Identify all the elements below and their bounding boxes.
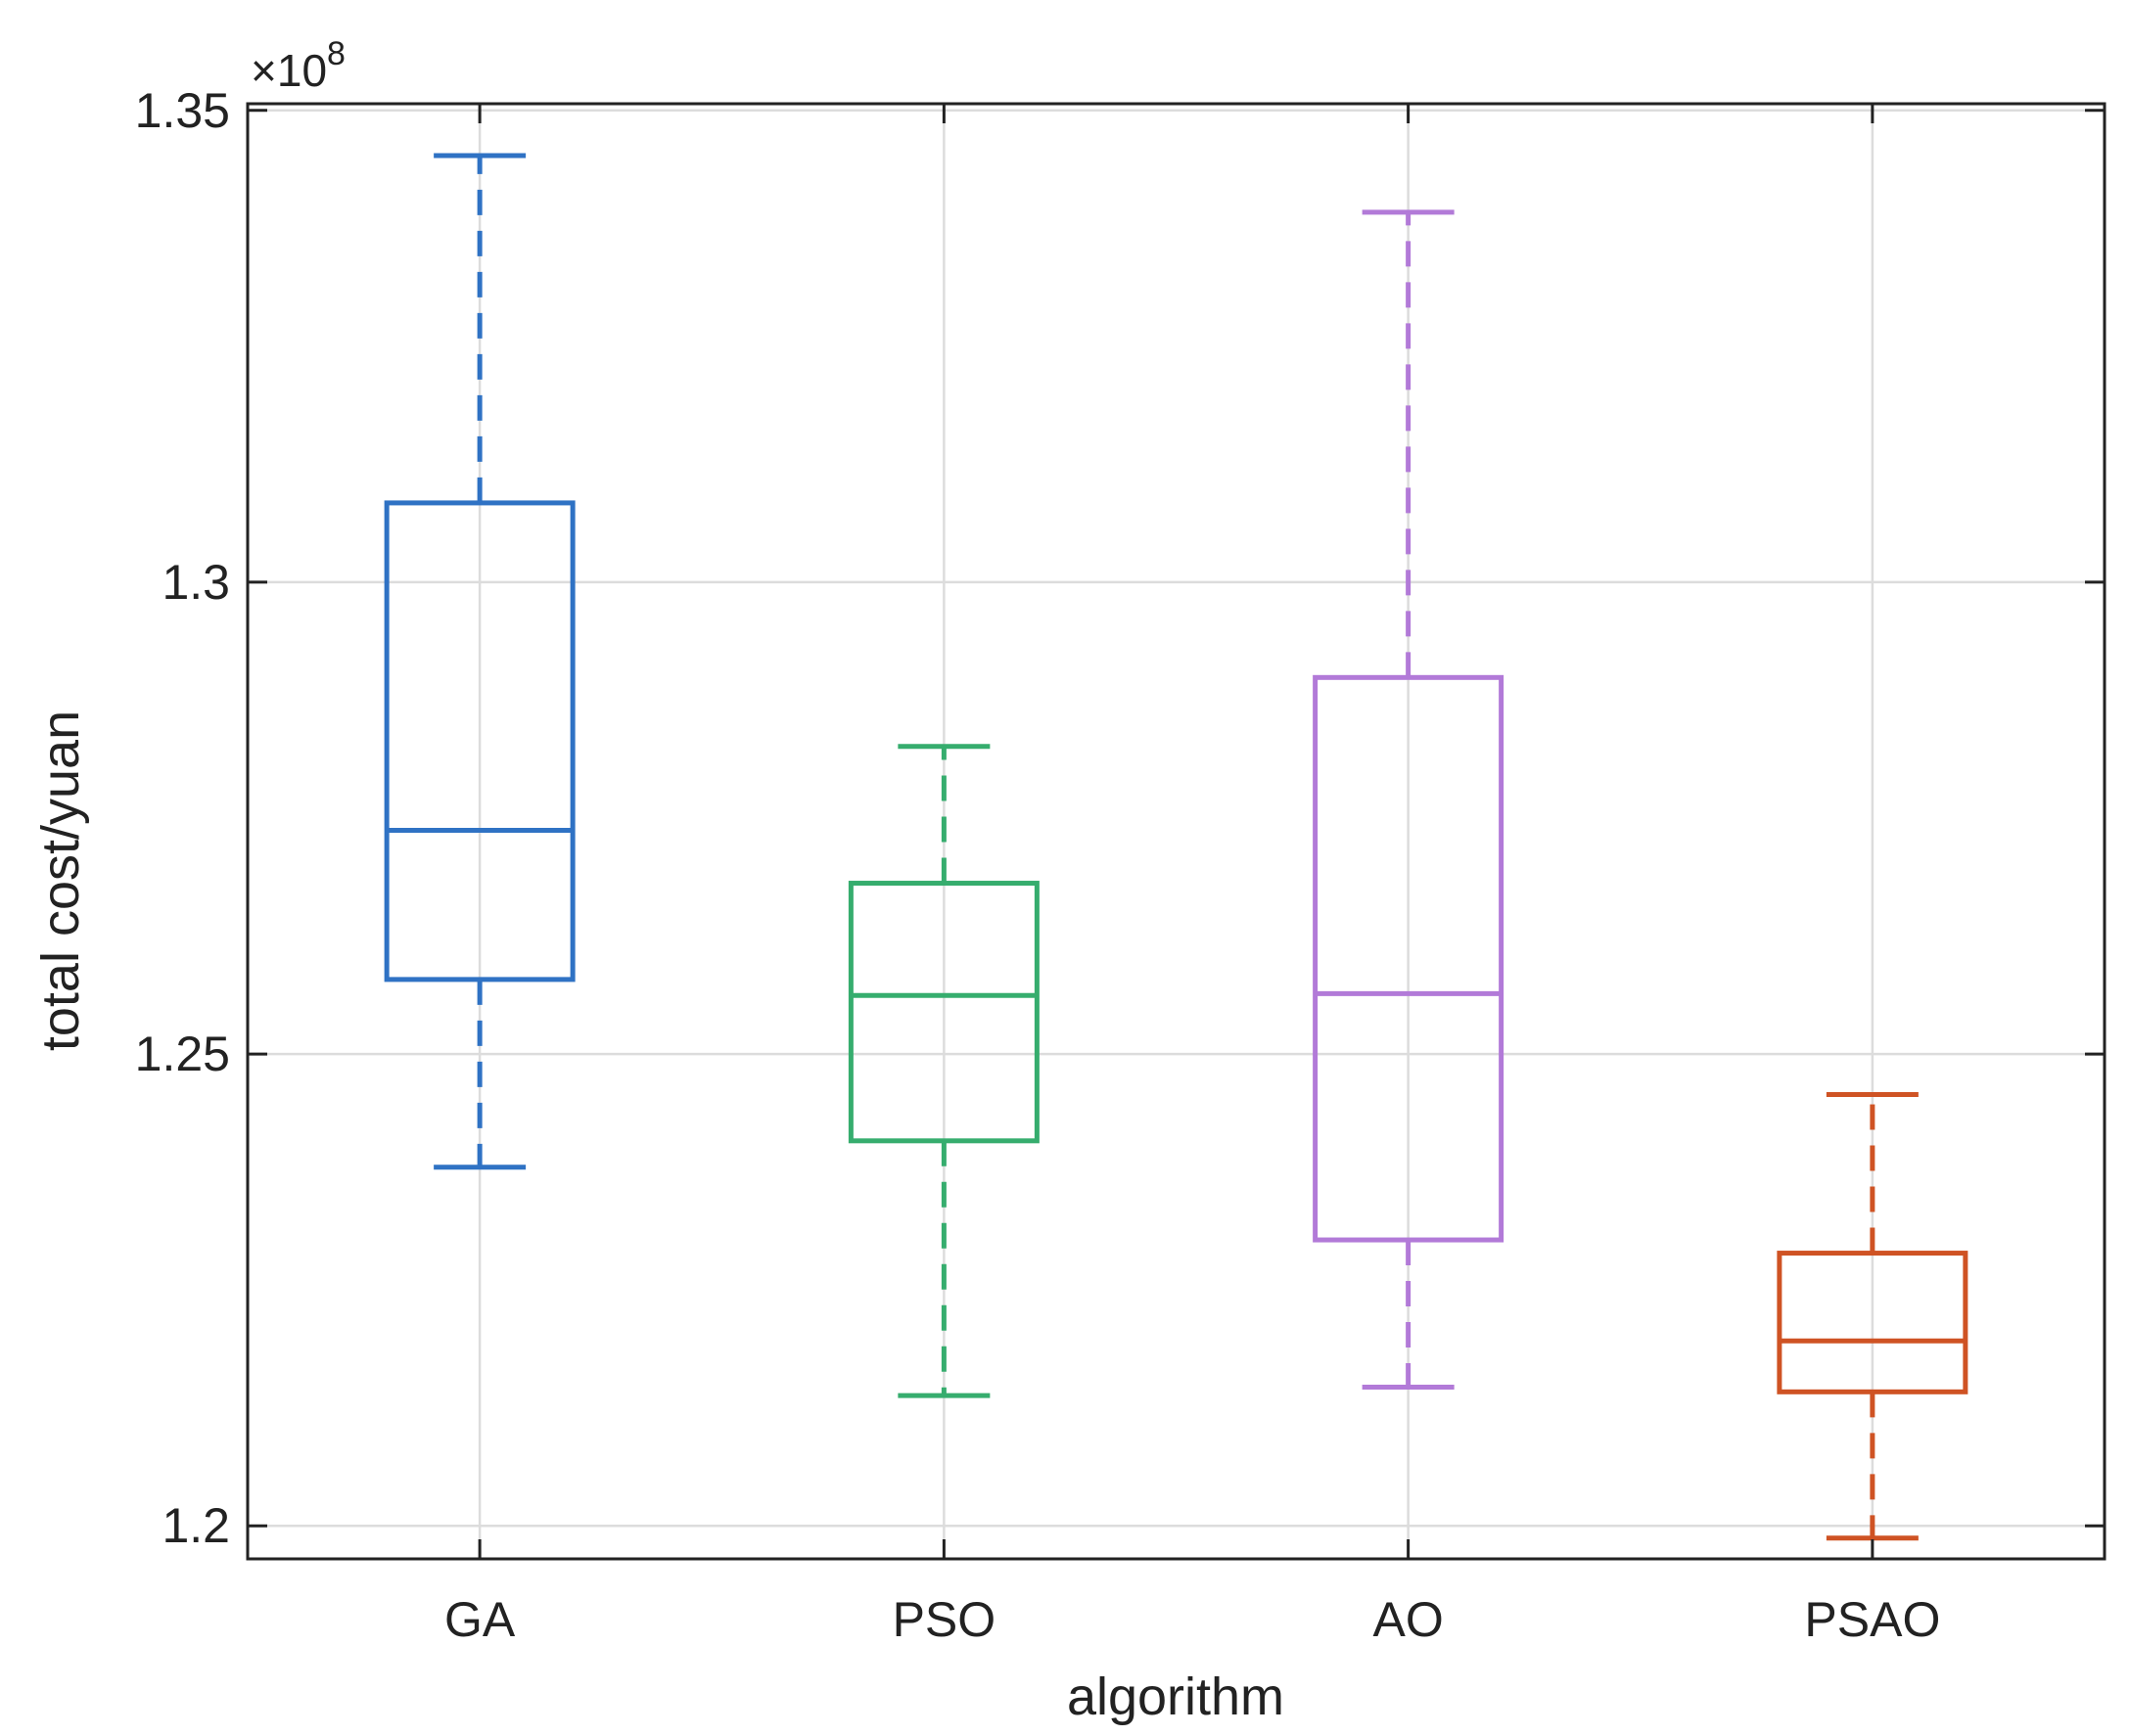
- tick-labels: 1.2 1.25 1.3 1.35 GA PSO AO PSAO: [135, 83, 1941, 1647]
- x-tick-label: PSAO: [1804, 1592, 1940, 1647]
- iqr-box: [848, 881, 1040, 1144]
- x-tick-label: PSO: [893, 1592, 996, 1647]
- y-tick-label: 1.3: [162, 555, 230, 610]
- box-ga: [384, 153, 576, 1170]
- box-psao: [1777, 1092, 1968, 1541]
- axis-ticks: [248, 104, 2105, 1559]
- x-tick-label: GA: [444, 1592, 516, 1647]
- y-tick-label: 1.35: [135, 83, 230, 138]
- iqr-box: [384, 500, 576, 982]
- y-axis-label: total cost/yuan: [31, 710, 90, 1051]
- x-tick-label: AO: [1373, 1592, 1444, 1647]
- iqr-box: [1313, 674, 1504, 1243]
- plot-frame: [246, 102, 2106, 1561]
- y-tick-label: 1.2: [162, 1498, 230, 1553]
- y-exponent-label: ×108: [251, 35, 346, 96]
- box-series: [384, 153, 1968, 1541]
- box-pso: [848, 744, 1040, 1398]
- box-ao: [1313, 209, 1504, 1390]
- x-axis-label: algorithm: [1067, 1667, 1284, 1726]
- y-tick-label: 1.25: [135, 1027, 230, 1081]
- iqr-box: [1777, 1251, 1968, 1394]
